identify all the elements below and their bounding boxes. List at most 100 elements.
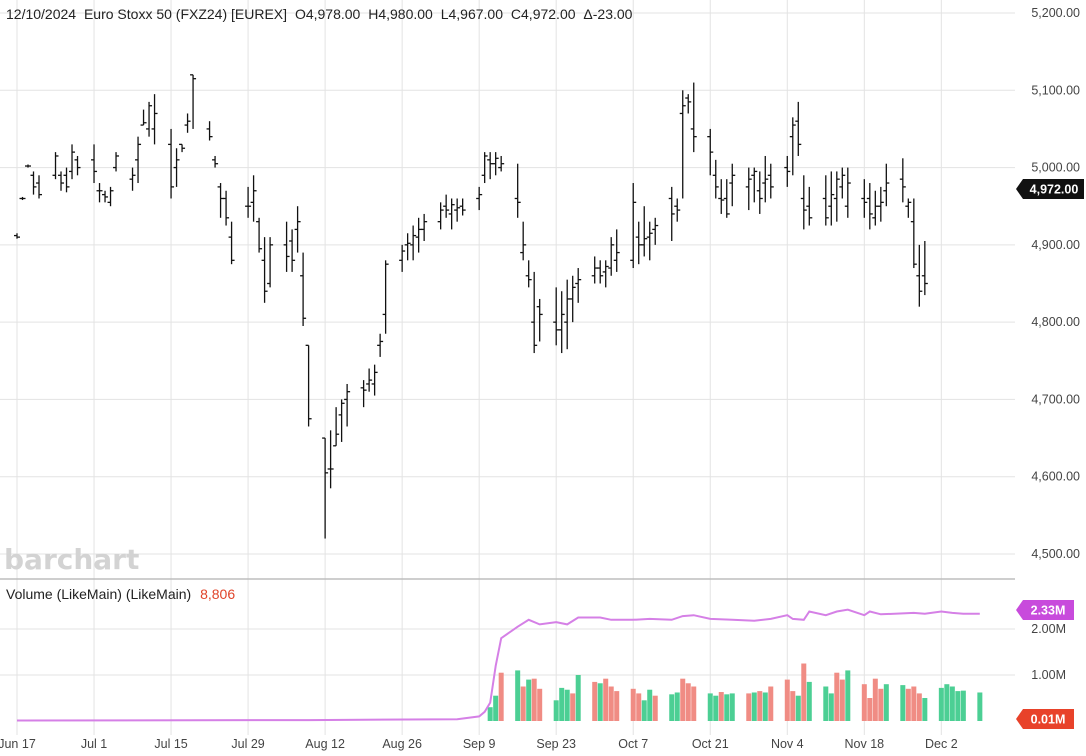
ohlc-bar: [256, 217, 263, 253]
ohlc-bar: [822, 175, 829, 226]
ohlc-bar: [58, 171, 65, 191]
volume-bar: [575, 675, 581, 721]
ohlc-bar: [602, 260, 609, 288]
volume-last-badge: 0.01M: [1016, 709, 1074, 729]
date-tick-label: Aug 12: [305, 737, 345, 751]
volume-bar: [878, 688, 884, 721]
volume-bar: [795, 695, 801, 721]
ohlc-bar: [289, 229, 296, 272]
volume-bar: [916, 693, 922, 721]
ohlc-bar: [789, 117, 796, 176]
date-tick-label: Jul 29: [231, 737, 264, 751]
last-price-badge: 4,972.00: [1016, 179, 1084, 199]
ohlc-bar: [520, 221, 527, 261]
volume-bar: [641, 700, 647, 721]
ohlc-bar: [487, 152, 494, 180]
ohlc-bar: [707, 128, 714, 176]
ohlc-bar: [25, 164, 32, 168]
ohlc-bar: [756, 171, 763, 214]
volume-bar: [806, 681, 812, 721]
volume-bar: [949, 686, 955, 721]
ohlc-bar: [839, 167, 846, 199]
ohlc-bar: [212, 155, 219, 168]
volume-bar: [922, 698, 928, 721]
price-tick-label: 4,700.00: [1031, 392, 1080, 406]
price-bars: [14, 74, 928, 539]
ohlc-bar: [635, 221, 642, 265]
ohlc-bar: [718, 179, 725, 214]
ohlc-bar: [492, 152, 499, 176]
price-tick-label: 5,000.00: [1031, 161, 1080, 175]
volume-bar: [828, 693, 834, 721]
ohlc-bar: [267, 237, 274, 288]
ohlc-bar: [833, 171, 840, 222]
volume-bar: [680, 678, 686, 721]
ohlc-bar: [608, 237, 615, 276]
date-tick-label: Dec 2: [925, 737, 958, 751]
ohlc-bar: [591, 256, 598, 284]
volume-label: Volume (LikeMain) (LikeMain): [6, 586, 191, 602]
ohlc-bar: [921, 240, 928, 296]
volume-bar: [768, 686, 774, 721]
volume-bar: [845, 670, 851, 721]
ohlc-bar: [96, 183, 103, 203]
volume-bar: [647, 689, 653, 721]
header-instrument: Euro Stoxx 50 (FXZ24) [EUREX]: [84, 6, 287, 22]
date-tick-label: Jul 1: [81, 737, 107, 751]
volume-bar: [784, 679, 790, 721]
date-tick-label: Sep 9: [463, 737, 496, 751]
ohlc-bar: [800, 175, 807, 230]
ohlc-bar: [828, 171, 835, 226]
volume-bar: [487, 707, 493, 721]
volume-tick-label: 1.00M: [1031, 668, 1066, 682]
ohlc-bar: [344, 383, 351, 427]
ohlc-bar: [729, 163, 736, 207]
ohlc-bar: [806, 186, 813, 226]
ohlc-bar: [168, 128, 175, 199]
ohlc-bar: [877, 186, 884, 222]
ohlc-bar: [569, 275, 576, 323]
ohlc-bar: [690, 82, 697, 153]
ohlc-bar: [360, 380, 367, 408]
volume-average-badge: 2.33M: [1016, 600, 1074, 620]
ohlc-bar: [866, 183, 873, 230]
ohlc-bar: [52, 152, 59, 180]
ohlc-bar: [762, 155, 769, 203]
volume-bar: [751, 692, 757, 721]
volume-bar: [839, 679, 845, 721]
volume-bar: [630, 688, 636, 721]
volume-bar: [900, 685, 906, 721]
ohlc-bar: [91, 144, 98, 184]
volume-bar: [515, 670, 521, 721]
ohlc-bar: [712, 159, 719, 199]
ohlc-bar: [899, 158, 906, 203]
ohlc-bar: [558, 291, 565, 354]
ohlc-bar: [245, 186, 252, 218]
ohlc-bar: [646, 221, 653, 261]
ohlc-bar: [129, 167, 136, 191]
ohlc-bar: [784, 155, 791, 187]
volume-bar: [603, 678, 609, 721]
ohlc-bar: [531, 271, 538, 354]
date-tick-label: Aug 26: [382, 737, 422, 751]
ohlc-bar: [498, 155, 505, 172]
volume-bar: [707, 693, 713, 721]
header-date: 12/10/2024: [6, 6, 76, 22]
ohlc-bar: [564, 279, 571, 350]
volume-bar: [977, 692, 983, 721]
ohlc-bar: [536, 298, 543, 342]
ohlc-bar: [641, 206, 648, 257]
ohlc-bar: [553, 287, 560, 346]
volume-bar: [757, 691, 763, 721]
volume-bar: [823, 686, 829, 721]
header-change: Δ-23.00: [583, 6, 632, 22]
volume-bar: [801, 663, 807, 721]
ohlc-bar: [113, 152, 120, 172]
header-open: O4,978.00: [295, 6, 361, 22]
volume-bar: [905, 688, 911, 721]
volume-bar: [526, 679, 532, 721]
ohlc-bar: [905, 198, 912, 218]
volume-pane-label: Volume (LikeMain) (LikeMain) 8,806: [6, 586, 235, 602]
volume-bar: [652, 695, 658, 721]
volume-bar: [685, 683, 691, 721]
